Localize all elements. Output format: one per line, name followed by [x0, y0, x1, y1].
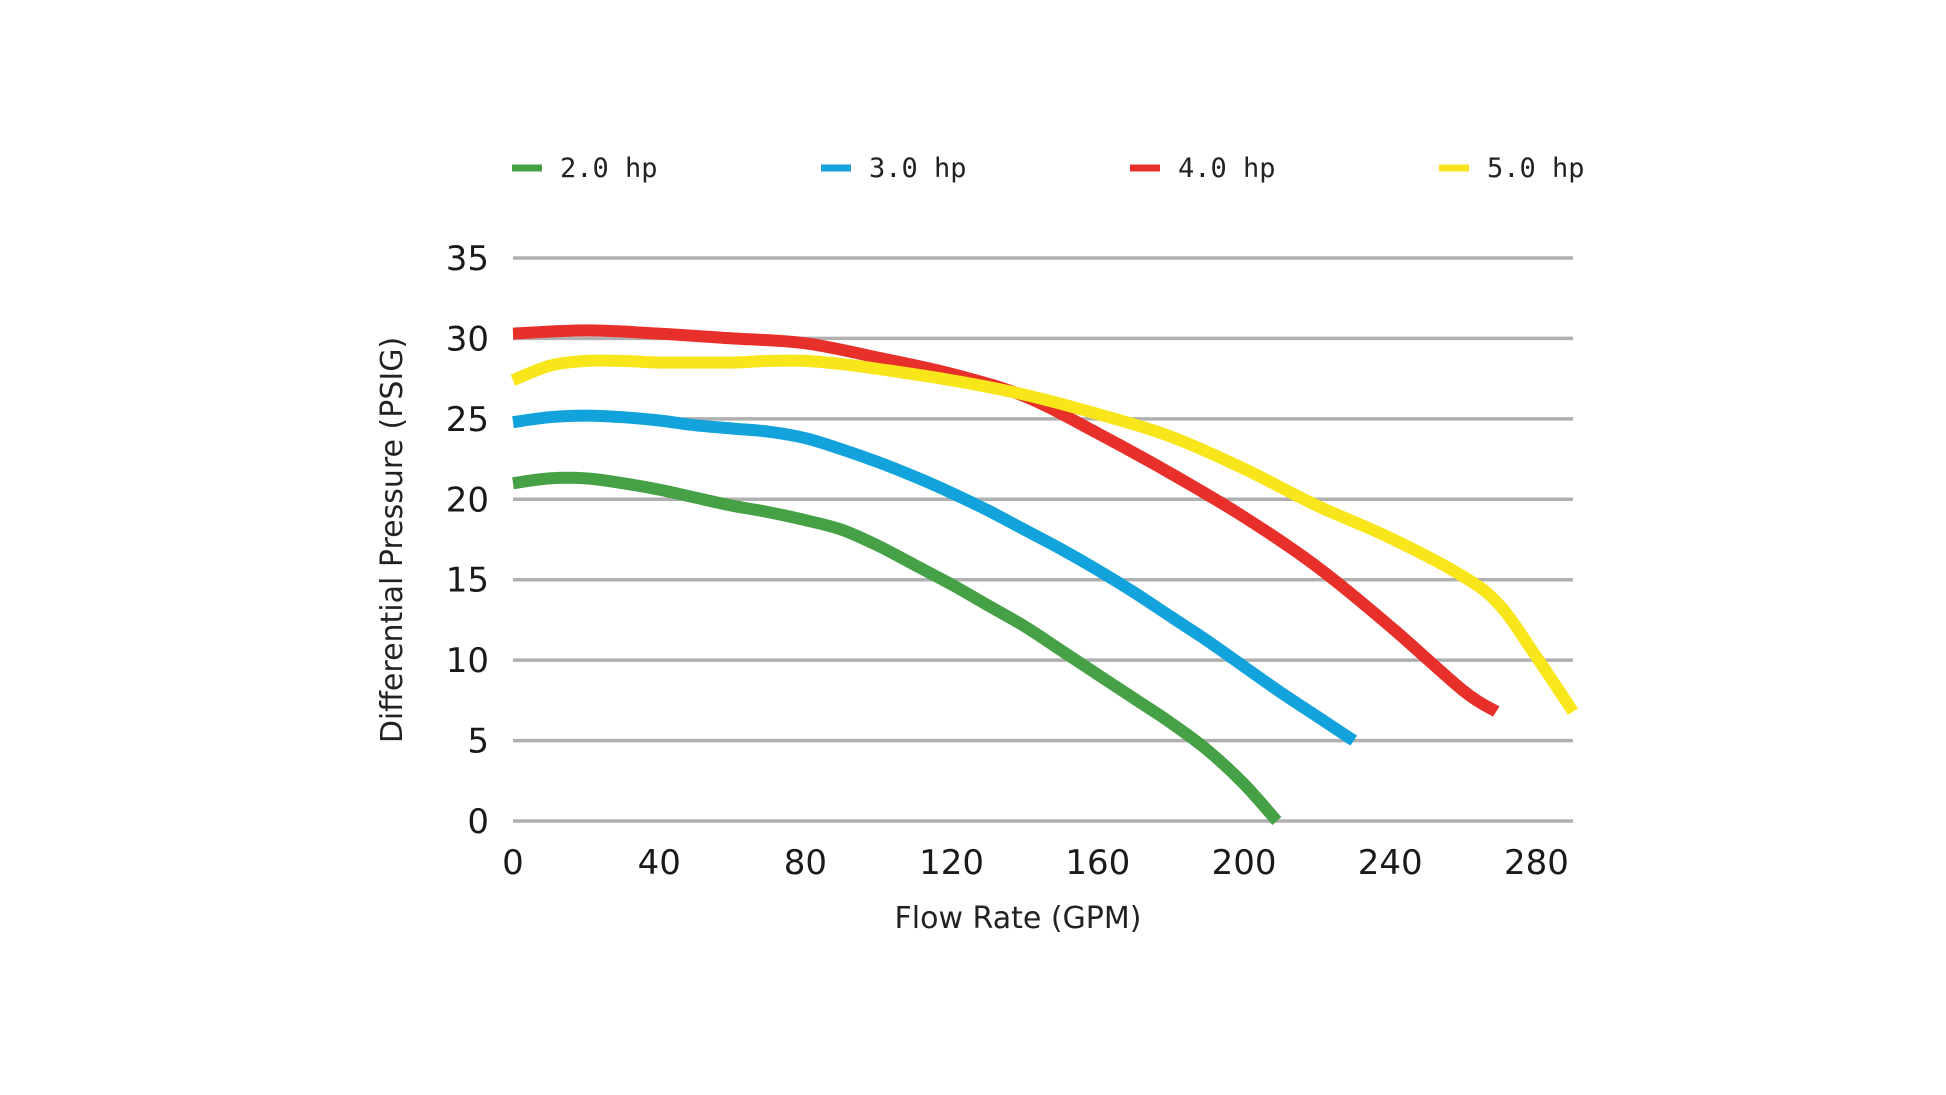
x-tick-label: 240 [1358, 843, 1423, 883]
legend-label: 3.0 hp [869, 153, 967, 184]
y-tick-label: 0 [467, 802, 489, 842]
y-tick-label: 15 [446, 561, 489, 601]
x-axis-title: Flow Rate (GPM) [895, 901, 1142, 936]
y-tick-label: 10 [446, 641, 489, 681]
x-tick-label: 280 [1504, 843, 1569, 883]
legend-label: 4.0 hp [1178, 153, 1276, 184]
legend-item-5-0-hp: 5.0 hp [1439, 153, 1585, 184]
y-tick-label: 5 [467, 722, 489, 762]
y-tick-label: 25 [446, 400, 489, 440]
x-tick-label: 120 [919, 843, 984, 883]
x-tick-label: 200 [1212, 843, 1277, 883]
x-tick-label: 40 [638, 843, 681, 883]
x-tick-label: 80 [784, 843, 827, 883]
legend-item-3-0-hp: 3.0 hp [821, 153, 967, 184]
y-tick-label: 20 [446, 480, 489, 520]
series-line-3-0-hp [512, 409, 1358, 746]
y-axis-ticks: 0 5 10 15 20 25 30 35 [446, 239, 489, 842]
legend-item-4-0-hp: 4.0 hp [1130, 153, 1276, 184]
y-tick-label: 30 [446, 319, 489, 359]
legend-label: 2.0 hp [560, 153, 658, 184]
series-line-2-0-hp [512, 471, 1282, 825]
x-axis-ticks: 0 40 80 120 160 200 240 280 [502, 843, 1569, 883]
legend-label: 5.0 hp [1487, 153, 1585, 184]
series-line-5-0-hp [510, 354, 1578, 715]
legend: 2.0 hp 3.0 hp 4.0 hp 5.0 hp [512, 153, 1585, 184]
y-axis-title: Differential Pressure (PSIG) [375, 337, 410, 743]
x-tick-label: 160 [1065, 843, 1130, 883]
y-tick-label: 35 [446, 239, 489, 279]
legend-item-2-0-hp: 2.0 hp [512, 153, 658, 184]
series-lines [510, 324, 1578, 825]
x-tick-label: 0 [502, 843, 524, 883]
